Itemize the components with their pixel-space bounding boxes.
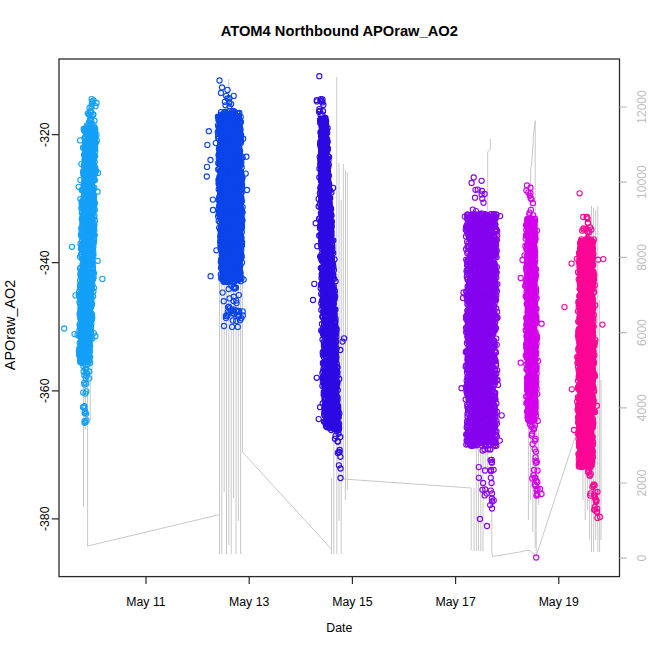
svg-text:12000: 12000: [635, 90, 649, 124]
svg-text:4000: 4000: [635, 394, 649, 421]
svg-text:-340: -340: [38, 250, 52, 275]
svg-text:May 15: May 15: [332, 595, 372, 609]
svg-text:Date: Date: [326, 621, 352, 635]
svg-text:2000: 2000: [635, 469, 649, 496]
svg-text:May 19: May 19: [539, 595, 579, 609]
svg-text:-360: -360: [38, 378, 52, 403]
svg-text:May 17: May 17: [435, 595, 475, 609]
svg-text:May 11: May 11: [126, 595, 166, 609]
svg-text:10000: 10000: [635, 165, 649, 199]
svg-text:0: 0: [635, 555, 649, 562]
svg-text:APOraw_AO2: APOraw_AO2: [2, 280, 18, 370]
svg-text:ATOM4 Northbound APOraw_AO2: ATOM4 Northbound APOraw_AO2: [221, 23, 458, 39]
svg-text:6000: 6000: [635, 319, 649, 346]
svg-text:8000: 8000: [635, 244, 649, 271]
svg-text:-320: -320: [38, 122, 52, 147]
svg-text:May 13: May 13: [229, 595, 269, 609]
svg-text:-380: -380: [38, 506, 52, 531]
